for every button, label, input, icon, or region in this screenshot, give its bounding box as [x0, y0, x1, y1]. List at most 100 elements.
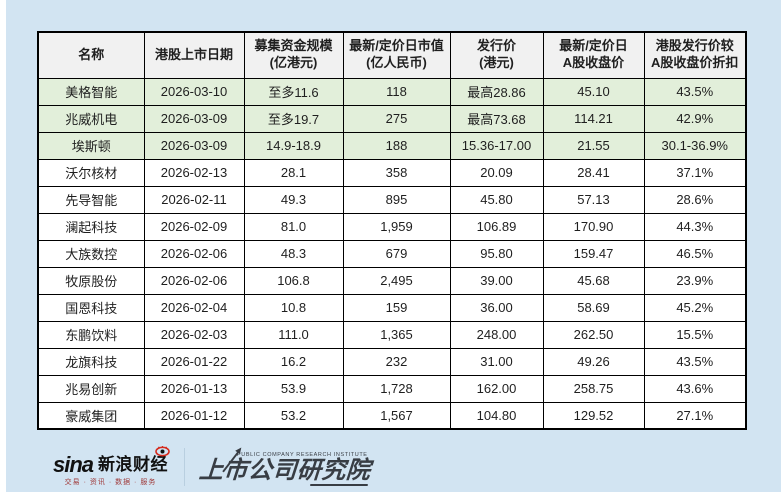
- cell-raise: 48.3: [243, 239, 344, 268]
- cell-name: 东鹏饮料: [37, 320, 145, 349]
- column-header-3: 最新/定价日市值 (亿人民币): [342, 31, 451, 79]
- cell-name: 大族数控: [37, 239, 145, 268]
- table-row: 牧原股份 2026-02-06 106.8 2,495 39.00 45.68 23.9%: [37, 266, 747, 295]
- cell-a_close: 57.13: [542, 185, 645, 214]
- cell-raise: 111.0: [243, 320, 344, 349]
- hk-ipo-table: 名称 港股上市日期 募集资金规模 (亿港元) 最新/定价日市值 (亿人民币) 发行价 (…: [37, 31, 747, 430]
- sina-wordmark: sina: [53, 452, 94, 478]
- cell-mktcap: 2,495: [342, 266, 451, 295]
- institute-english-subtitle: PUBLIC COMPANY RESEARCH INSTITUTE: [237, 452, 368, 459]
- cell-name: 沃尔核材: [37, 158, 145, 187]
- sina-eye-icon: [155, 446, 170, 457]
- cell-a_close: 114.21: [542, 104, 645, 133]
- cell-date: 2026-02-03: [143, 320, 245, 349]
- cell-date: 2026-02-09: [143, 212, 245, 241]
- cell-name: 国恩科技: [37, 293, 145, 322]
- cell-discount: 46.5%: [643, 239, 747, 268]
- table-row: 沃尔核材 2026-02-13 28.1 358 20.09 28.41 37.1%: [37, 158, 747, 187]
- cell-mktcap: 118: [342, 77, 451, 106]
- cell-name: 豪威集团: [37, 401, 145, 430]
- cell-raise: 106.8: [243, 266, 344, 295]
- cell-issue_price: 248.00: [449, 320, 544, 349]
- cell-date: 2026-01-22: [143, 347, 245, 376]
- cell-name: 龙旗科技: [37, 347, 145, 376]
- cell-mktcap: 188: [342, 131, 451, 160]
- cell-name: 兆易创新: [37, 374, 145, 403]
- cell-name: 澜起科技: [37, 212, 145, 241]
- cell-a_close: 28.41: [542, 158, 645, 187]
- cell-mktcap: 159: [342, 293, 451, 322]
- cell-a_close: 159.47: [542, 239, 645, 268]
- cell-raise: 14.9-18.9: [243, 131, 344, 160]
- cell-issue_price: 20.09: [449, 158, 544, 187]
- sina-tagline: 交易 · 资讯 · 数据 · 服务: [64, 478, 157, 486]
- cell-discount: 23.9%: [643, 266, 747, 295]
- cell-date: 2026-03-09: [143, 104, 245, 133]
- cell-mktcap: 358: [342, 158, 451, 187]
- cell-mktcap: 232: [342, 347, 451, 376]
- cell-a_close: 45.10: [542, 77, 645, 106]
- cell-mktcap: 1,959: [342, 212, 451, 241]
- cell-date: 2026-02-04: [143, 293, 245, 322]
- cell-raise: 至多11.6: [243, 77, 344, 106]
- cell-date: 2026-01-13: [143, 374, 245, 403]
- cell-discount: 42.9%: [643, 104, 747, 133]
- footer-logos: sina 新浪财经 交易 · 资讯 · 数据 · 服务 PUBLIC COMPA…: [53, 443, 371, 491]
- column-header-1: 港股上市日期: [143, 31, 245, 79]
- cell-issue_price: 95.80: [449, 239, 544, 268]
- cell-raise: 16.2: [243, 347, 344, 376]
- column-header-6: 港股发行价较 A股收盘价折扣: [643, 31, 747, 79]
- cell-date: 2026-03-10: [143, 77, 245, 106]
- cell-mktcap: 679: [342, 239, 451, 268]
- cell-mktcap: 895: [342, 185, 451, 214]
- cell-discount: 43.5%: [643, 347, 747, 376]
- table-row: 东鹏饮料 2026-02-03 111.0 1,365 248.00 262.50 15.5…: [37, 320, 747, 349]
- cell-date: 2026-01-12: [143, 401, 245, 430]
- cell-raise: 53.9: [243, 374, 344, 403]
- cell-raise: 10.8: [243, 293, 344, 322]
- cell-name: 先导智能: [37, 185, 145, 214]
- cell-issue_price: 45.80: [449, 185, 544, 214]
- cell-raise: 81.0: [243, 212, 344, 241]
- cell-name: 兆威机电: [37, 104, 145, 133]
- cell-date: 2026-02-13: [143, 158, 245, 187]
- cell-issue_price: 最高28.86: [449, 77, 544, 106]
- cell-a_close: 49.26: [542, 347, 645, 376]
- cell-name: 埃斯顿: [37, 131, 145, 160]
- cell-issue_price: 15.36-17.00: [449, 131, 544, 160]
- cell-name: 牧原股份: [37, 266, 145, 295]
- table-row: 美格智能 2026-03-10 至多11.6 118 最高28.86 45.10 43.5%: [37, 77, 747, 106]
- table-row: 龙旗科技 2026-01-22 16.2 232 31.00 49.26 43.5%: [37, 347, 747, 376]
- cell-discount: 30.1-36.9%: [643, 131, 747, 160]
- column-header-5: 最新/定价日 A股收盘价: [542, 31, 645, 79]
- cell-a_close: 45.68: [542, 266, 645, 295]
- page-background: 名称 港股上市日期 募集资金规模 (亿港元) 最新/定价日市值 (亿人民币) 发行价 (…: [6, 0, 781, 492]
- cell-issue_price: 39.00: [449, 266, 544, 295]
- cell-a_close: 21.55: [542, 131, 645, 160]
- cell-raise: 49.3: [243, 185, 344, 214]
- cell-discount: 37.1%: [643, 158, 747, 187]
- cell-mktcap: 1,728: [342, 374, 451, 403]
- cell-discount: 45.2%: [643, 293, 747, 322]
- logo-divider: [184, 448, 186, 486]
- cell-a_close: 258.75: [542, 374, 645, 403]
- column-header-4: 发行价 (港元): [449, 31, 544, 79]
- cell-raise: 53.2: [243, 401, 344, 430]
- sina-finance-logo: sina 新浪财经 交易 · 资讯 · 数据 · 服务: [53, 446, 170, 487]
- cell-a_close: 58.69: [542, 293, 645, 322]
- cell-date: 2026-02-06: [143, 266, 245, 295]
- cell-date: 2026-03-09: [143, 131, 245, 160]
- cell-mktcap: 275: [342, 104, 451, 133]
- table-row: 先导智能 2026-02-11 49.3 895 45.80 57.13 28.6%: [37, 185, 747, 214]
- cell-discount: 44.3%: [643, 212, 747, 241]
- table-row: 兆威机电 2026-03-09 至多19.7 275 最高73.68 114.21 42.9…: [37, 104, 747, 133]
- cell-date: 2026-02-11: [143, 185, 245, 214]
- ipo-table-body: 美格智能 2026-03-10 至多11.6 118 最高28.86 45.10 43.5%…: [37, 77, 747, 430]
- table-row: 豪威集团 2026-01-12 53.2 1,567 104.80 129.52 27.1%: [37, 401, 747, 430]
- cell-issue_price: 106.89: [449, 212, 544, 241]
- table-row: 澜起科技 2026-02-09 81.0 1,959 106.89 170.90 44.3%: [37, 212, 747, 241]
- cell-date: 2026-02-06: [143, 239, 245, 268]
- table-row: 大族数控 2026-02-06 48.3 679 95.80 159.47 46.5%: [37, 239, 747, 268]
- institute-underline: [309, 484, 368, 487]
- cell-discount: 43.6%: [643, 374, 747, 403]
